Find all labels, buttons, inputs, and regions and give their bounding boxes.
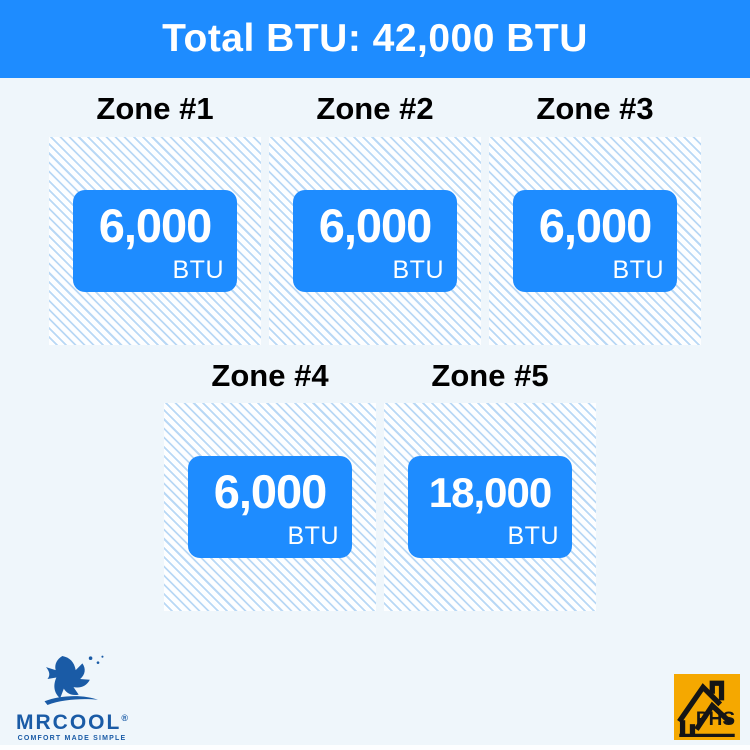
phs-label: PHS [695, 709, 735, 730]
registered-mark: ® [121, 713, 128, 723]
mrcool-wordmark: MRCOOL® [10, 707, 134, 734]
zone-3-btu-unit: BTU [612, 256, 664, 284]
mrcool-logo: MRCOOL® COMFORT MADE SIMPLE [10, 653, 134, 742]
zone-4-title: Zone #4 [211, 358, 329, 393]
phs-roof-icon [677, 680, 735, 738]
zone-1-btu-value: 6,000 [98, 199, 213, 252]
header-bar: Total BTU: 42,000 BTU [0, 0, 750, 78]
zone-1-title: Zone #1 [96, 91, 214, 126]
zone-4-btu-value: 6,000 [213, 465, 328, 518]
zone-4-btu-card: 6,000 BTU [188, 456, 352, 558]
zone-1-btu-unit: BTU [172, 256, 224, 284]
mrcool-tagline: COMFORT MADE SIMPLE [17, 735, 127, 742]
zone-1-btu-card: 6,000 BTU [73, 190, 237, 292]
zone-3-panel: 6,000 BTU [489, 137, 701, 345]
zone-5-panel: 18,000 BTU [384, 403, 596, 611]
zone-2-btu-unit: BTU [392, 256, 444, 284]
zone-5-btu-card: 18,000 BTU [408, 456, 572, 558]
zone-5-btu-unit: BTU [507, 522, 559, 550]
phs-logo: PHS [674, 674, 740, 740]
zone-2-panel: 6,000 BTU [269, 137, 481, 345]
zone-2-btu-card: 6,000 BTU [293, 190, 457, 292]
mrcool-wordmark-text: MRCOOL [16, 711, 122, 734]
zone-4-panel: 6,000 BTU [164, 403, 376, 611]
zone-4-btu-unit: BTU [287, 522, 339, 550]
zone-3-title: Zone #3 [536, 91, 654, 126]
zone-2-title: Zone #2 [316, 91, 434, 126]
zone-3-btu-value: 6,000 [538, 199, 653, 252]
total-btu-title: Total BTU: 42,000 BTU [162, 17, 588, 60]
zone-2-btu-value: 6,000 [318, 199, 433, 252]
zone-5-title: Zone #5 [431, 358, 549, 393]
zone-1-panel: 6,000 BTU [49, 137, 261, 345]
zone-5-btu-value: 18,000 [428, 469, 552, 516]
zone-3-btu-card: 6,000 BTU [513, 190, 677, 292]
bottom-margin-strip [0, 745, 750, 750]
mrcool-penguin-icon [44, 655, 104, 705]
